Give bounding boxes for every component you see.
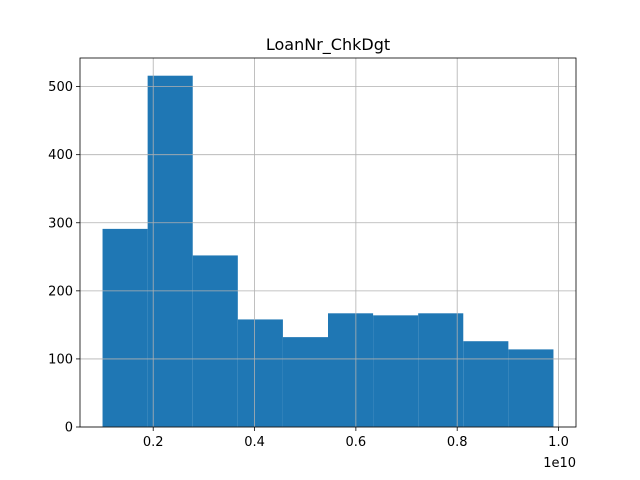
histogram-bars (102, 75, 554, 427)
x-tick-label: 0.8 (447, 435, 468, 450)
y-axis: 0 100 200 300 400 500 (48, 80, 80, 436)
x-axis-offset-label: 1e10 (543, 456, 576, 471)
y-tick-label: 0 (65, 421, 73, 436)
histogram-bar (282, 337, 328, 427)
y-tick-label: 500 (48, 80, 73, 95)
histogram-bar (463, 341, 509, 427)
histogram-bar (508, 349, 554, 427)
histogram-bar (147, 75, 193, 427)
y-tick-label: 100 (48, 352, 73, 367)
x-tick-label: 0.4 (244, 435, 265, 450)
histogram-bar (192, 255, 238, 427)
histogram-bar (373, 315, 419, 427)
histogram-bar (237, 319, 283, 427)
y-tick-label: 200 (48, 284, 73, 299)
histogram-bar (328, 313, 374, 427)
x-axis: 0.2 0.4 0.6 0.8 1.0 (143, 427, 569, 450)
y-tick-label: 300 (48, 216, 73, 231)
plot-frame (79, 57, 577, 428)
x-tick-label: 0.2 (143, 435, 164, 450)
x-tick-label: 0.6 (346, 435, 367, 450)
x-tick-label: 1.0 (548, 435, 569, 450)
histogram-bar (102, 228, 148, 427)
chart-title: LoanNr_ChkDgt (266, 35, 390, 55)
y-tick-label: 400 (48, 148, 73, 163)
histogram-bar (418, 313, 464, 427)
